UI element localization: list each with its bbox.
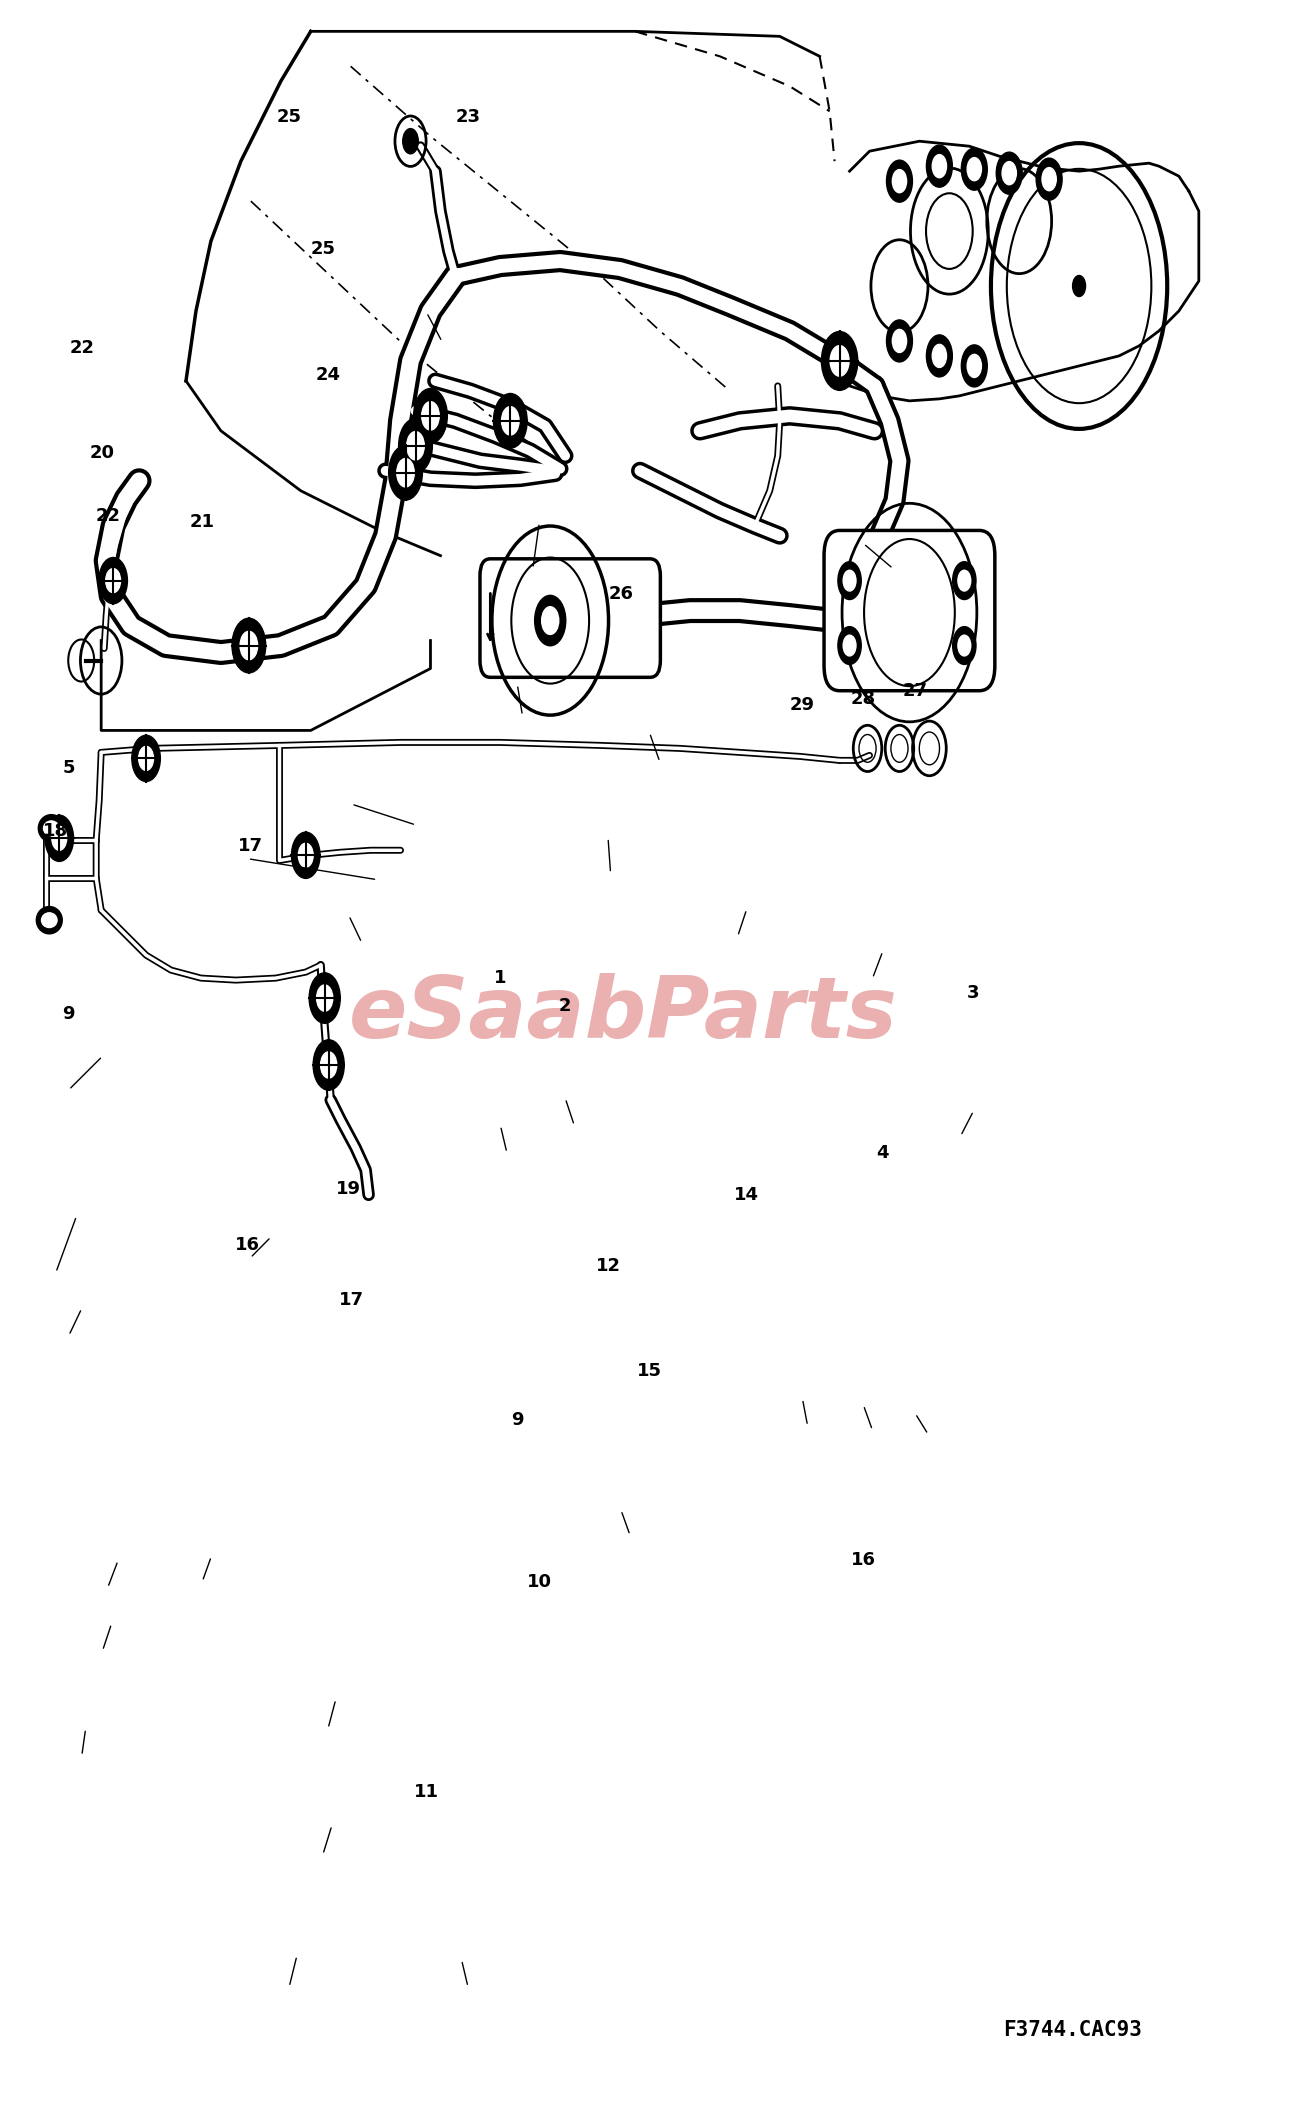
Circle shape (968, 158, 982, 181)
Circle shape (407, 431, 425, 461)
Circle shape (1042, 168, 1056, 191)
Circle shape (542, 606, 559, 635)
Circle shape (961, 345, 987, 387)
Circle shape (996, 151, 1022, 194)
Circle shape (105, 568, 121, 593)
Text: 17: 17 (339, 1292, 364, 1309)
Circle shape (45, 814, 74, 861)
Text: 11: 11 (414, 1782, 439, 1801)
Circle shape (926, 335, 952, 377)
Circle shape (233, 619, 266, 673)
Circle shape (830, 345, 850, 377)
Circle shape (933, 345, 947, 368)
Circle shape (535, 595, 566, 646)
FancyBboxPatch shape (824, 530, 995, 690)
Text: 9: 9 (62, 1006, 75, 1023)
Circle shape (1073, 276, 1086, 297)
Text: 15: 15 (637, 1363, 662, 1380)
Ellipse shape (42, 913, 57, 928)
Text: 27: 27 (903, 682, 927, 701)
Text: 1: 1 (494, 970, 507, 987)
Text: 20: 20 (90, 444, 116, 463)
Circle shape (501, 406, 520, 436)
Circle shape (299, 844, 313, 867)
Circle shape (838, 562, 861, 600)
Text: 10: 10 (527, 1572, 552, 1591)
Circle shape (396, 459, 414, 486)
Circle shape (892, 170, 907, 194)
Text: 2: 2 (559, 997, 572, 1014)
Text: 29: 29 (790, 696, 814, 713)
Circle shape (892, 330, 907, 353)
Circle shape (240, 631, 257, 661)
Circle shape (139, 747, 153, 770)
Circle shape (403, 128, 418, 154)
Text: 17: 17 (238, 837, 262, 854)
Circle shape (309, 972, 340, 1023)
Text: 22: 22 (95, 507, 121, 526)
Text: 9: 9 (511, 1410, 523, 1429)
Circle shape (291, 833, 320, 877)
Text: 3: 3 (968, 985, 979, 1002)
Text: 5: 5 (62, 760, 75, 776)
Circle shape (494, 393, 527, 448)
Text: 14: 14 (734, 1187, 759, 1203)
Circle shape (886, 320, 912, 362)
Circle shape (1037, 158, 1063, 200)
Text: 18: 18 (43, 823, 69, 839)
Text: 25: 25 (277, 107, 301, 126)
Text: 16: 16 (235, 1237, 260, 1254)
Text: 21: 21 (190, 513, 214, 532)
Circle shape (952, 562, 976, 600)
Circle shape (968, 353, 982, 377)
Circle shape (388, 446, 422, 501)
Text: 12: 12 (595, 1258, 621, 1275)
Ellipse shape (38, 814, 64, 842)
Circle shape (321, 1052, 336, 1077)
Circle shape (957, 570, 970, 591)
Circle shape (413, 389, 447, 444)
Ellipse shape (36, 907, 62, 934)
Circle shape (131, 734, 160, 781)
Text: 22: 22 (69, 339, 95, 358)
Text: F3744.CAC93: F3744.CAC93 (1003, 2020, 1142, 2039)
Text: 28: 28 (851, 690, 876, 707)
Circle shape (399, 419, 433, 473)
Circle shape (926, 145, 952, 187)
Text: 23: 23 (456, 107, 481, 126)
Circle shape (843, 635, 856, 656)
Circle shape (821, 332, 857, 391)
Text: 19: 19 (336, 1180, 361, 1197)
Ellipse shape (43, 821, 58, 835)
Circle shape (952, 627, 976, 665)
Text: 26: 26 (608, 585, 634, 604)
Circle shape (52, 827, 66, 850)
Circle shape (99, 558, 127, 604)
Circle shape (313, 1039, 344, 1090)
Circle shape (957, 635, 970, 656)
Text: 25: 25 (310, 240, 335, 259)
Text: 4: 4 (877, 1145, 889, 1161)
FancyBboxPatch shape (479, 560, 660, 677)
Circle shape (886, 160, 912, 202)
Text: 16: 16 (851, 1551, 876, 1570)
Circle shape (933, 154, 947, 177)
Circle shape (422, 402, 439, 429)
Circle shape (961, 147, 987, 189)
Circle shape (1002, 162, 1016, 185)
Text: eSaabParts: eSaabParts (349, 972, 898, 1056)
Circle shape (843, 570, 856, 591)
Circle shape (838, 627, 861, 665)
Circle shape (317, 985, 333, 1012)
Text: 24: 24 (316, 366, 340, 385)
